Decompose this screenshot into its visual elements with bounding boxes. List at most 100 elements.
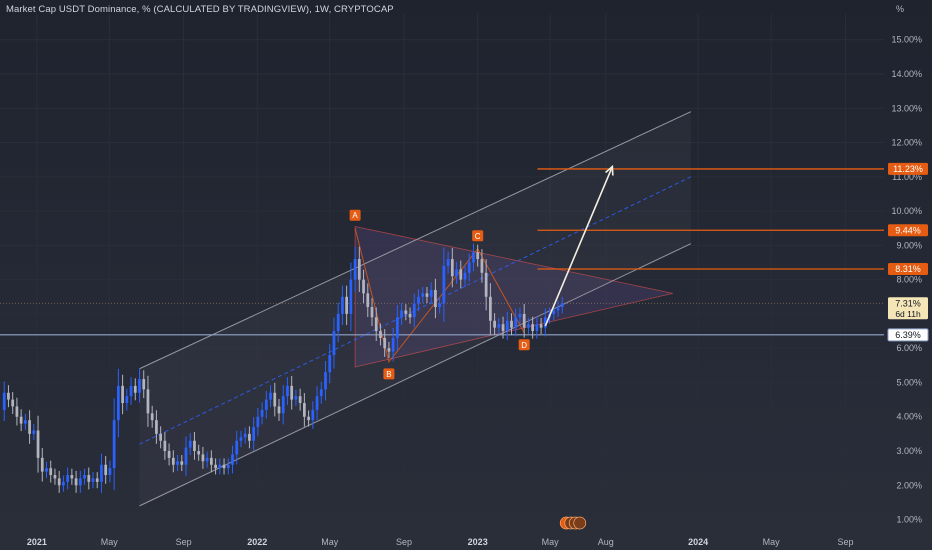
x-tick-label: May	[763, 537, 781, 547]
candle-body	[302, 403, 306, 417]
projection-arrow	[544, 166, 614, 327]
candle-body	[501, 324, 505, 332]
candle-body	[32, 430, 36, 434]
candle-body	[315, 396, 319, 410]
candle-body	[150, 413, 154, 421]
candle-body	[539, 324, 543, 328]
candle-body	[15, 406, 19, 417]
candle-body	[281, 396, 285, 414]
candle-body	[91, 478, 95, 482]
candle-body	[116, 385, 120, 421]
pattern-point-d-marker[interactable]	[518, 339, 530, 351]
candle-body	[404, 310, 408, 314]
candle-body	[277, 406, 281, 414]
candle-body	[505, 320, 509, 332]
candle-body	[429, 289, 433, 297]
candle-body	[383, 337, 387, 349]
candle-body	[273, 392, 277, 407]
candle-body	[133, 385, 137, 393]
candle-body	[205, 457, 209, 462]
candle-body	[459, 269, 463, 280]
x-tick-label: May	[101, 537, 119, 547]
candle-body	[218, 464, 222, 469]
candle-body	[417, 296, 420, 304]
candle-body	[298, 396, 302, 404]
abcd-pattern-line	[354, 228, 525, 364]
candle-body	[19, 416, 23, 424]
candle-body	[180, 461, 184, 465]
y-tick-label: 8.00%	[896, 275, 922, 285]
candle-body	[2, 392, 6, 410]
x-tick-label: Sep	[396, 537, 412, 547]
candle-body	[159, 433, 163, 441]
candle-body	[57, 478, 61, 486]
candle-body	[518, 313, 522, 318]
candle-body	[357, 259, 361, 280]
candle-body	[112, 420, 116, 469]
candle-body	[53, 475, 57, 479]
candle-body	[387, 348, 391, 352]
candle-body	[345, 296, 349, 314]
candle-body	[379, 331, 382, 338]
level-tag-bg	[888, 263, 928, 276]
current-value-tag-bg	[888, 297, 928, 320]
candle-body	[421, 293, 425, 297]
candle-body	[62, 481, 65, 486]
candle-body	[264, 399, 268, 410]
candle-body	[260, 409, 264, 417]
candle-body	[522, 313, 526, 328]
candle-body	[239, 437, 243, 441]
candle-body	[235, 440, 239, 455]
candle-body	[286, 385, 289, 397]
candle-body	[146, 389, 150, 414]
candle-body	[28, 420, 31, 434]
candle-body	[83, 475, 86, 479]
y-tick-label: 1.00%	[896, 515, 922, 525]
y-tick-label: 9.00%	[896, 240, 922, 250]
x-tick-label: May	[321, 537, 339, 547]
candle-body	[476, 252, 480, 260]
candle-body	[138, 379, 141, 393]
pattern-point-a-marker[interactable]	[349, 209, 361, 221]
candle-body	[324, 372, 327, 390]
candle-body	[484, 272, 488, 297]
candle-body	[480, 259, 484, 273]
candle-body	[243, 433, 247, 438]
candle-body	[121, 385, 124, 404]
x-tick-label: 2021	[27, 537, 47, 547]
candle-body	[214, 464, 217, 469]
candle-body	[455, 269, 458, 277]
indicator-badge[interactable]	[559, 516, 587, 530]
x-tick-label: Aug	[598, 537, 614, 547]
triangle-pattern	[354, 226, 673, 368]
pattern-point-c-marker[interactable]	[472, 230, 484, 242]
candle-body	[425, 293, 429, 297]
candle-body	[400, 310, 403, 318]
candle-body	[197, 451, 201, 455]
y-tick-label: 15.00%	[891, 35, 922, 45]
candle-body	[70, 475, 74, 479]
candle-body	[142, 379, 146, 390]
current-value-tag: 7.31%	[895, 298, 921, 308]
candle-body	[209, 457, 213, 465]
candle-body	[125, 396, 129, 404]
level-tag: 11.23%	[893, 164, 923, 174]
x-tick-label: 2022	[247, 537, 267, 547]
candle-body	[472, 252, 475, 263]
y-tick-label: 6.00%	[896, 343, 922, 353]
pattern-point-b-marker[interactable]	[383, 368, 395, 380]
candle-body	[163, 440, 167, 452]
candle-body	[493, 320, 496, 328]
candle-body	[362, 279, 365, 294]
candle-body	[176, 461, 179, 465]
candle-body	[543, 317, 547, 328]
candle-body	[391, 337, 395, 352]
candle-body	[353, 259, 357, 280]
candle-body	[171, 457, 175, 465]
candle-body	[438, 303, 442, 308]
candle-body	[442, 265, 446, 304]
candle-body	[78, 478, 82, 486]
candle-body	[49, 468, 53, 476]
chart-title: Market Cap USDT Dominance, % (CALCULATED…	[6, 4, 394, 15]
